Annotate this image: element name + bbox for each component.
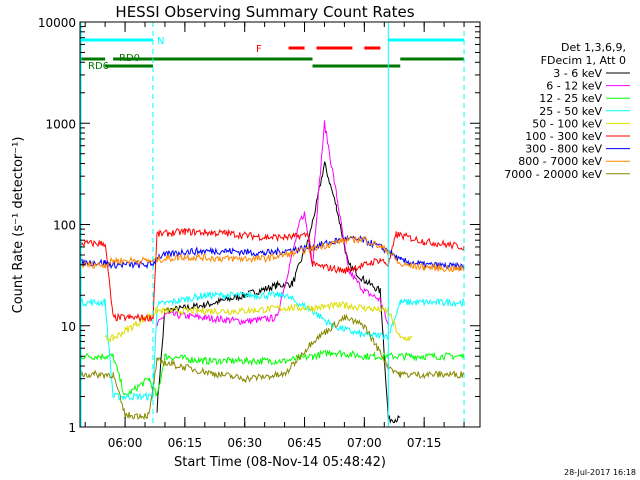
y-tick-label-2: 100 bbox=[53, 219, 76, 233]
legend-header-line2: FDecim 1, Att 0 bbox=[541, 54, 626, 67]
series-line-5 bbox=[79, 227, 465, 323]
y-axis-title: Count Rate (s⁻¹ detector⁻¹) bbox=[11, 137, 26, 314]
x-axis-title: Start Time (08-Nov-14 05:48:42) bbox=[174, 455, 386, 470]
legend-label-2: 12 - 25 keV bbox=[539, 92, 602, 105]
vertical-markers bbox=[80, 22, 465, 427]
legend-label-0: 3 - 6 keV bbox=[553, 67, 602, 80]
attenuator-label-rd0: RD0 bbox=[119, 53, 140, 64]
legend-label-6: 300 - 800 keV bbox=[525, 143, 602, 156]
legend-label-3: 25 - 50 keV bbox=[539, 105, 602, 118]
y-tick-label-1: 10 bbox=[61, 320, 76, 334]
legend-label-5: 100 - 300 keV bbox=[525, 130, 602, 143]
date-stamp: 28-Jul-2017 16:18 bbox=[564, 468, 636, 477]
series-line-1 bbox=[156, 120, 389, 327]
series-line-4 bbox=[104, 300, 413, 344]
chart-title: HESSI Observing Summary Count Rates bbox=[115, 3, 414, 21]
series-line-6 bbox=[79, 234, 465, 271]
x-axis: 06:00 06:15 06:30 06:45 07:00 07:15 bbox=[84, 22, 465, 450]
series-line-2 bbox=[79, 349, 465, 398]
legend-label-4: 50 - 100 keV bbox=[532, 117, 602, 130]
legend-header-line1: Det 1,3,6,9, bbox=[561, 41, 626, 54]
series-line-3 bbox=[79, 290, 465, 402]
plot-frame bbox=[79, 21, 481, 428]
x-tick-label-1: 06:15 bbox=[168, 436, 203, 450]
legend-label-8: 7000 - 20000 keV bbox=[504, 168, 602, 181]
x-tick-label-5: 07:15 bbox=[407, 436, 442, 450]
series-line-8 bbox=[79, 313, 465, 421]
y-tick-label-3: 1000 bbox=[45, 117, 76, 131]
legend-label-1: 6 - 12 keV bbox=[546, 80, 602, 93]
attenuator-label-rd6: RD6 bbox=[88, 61, 109, 72]
series-group bbox=[79, 120, 465, 424]
attenuator-annotations: N RD0 RD6 F bbox=[80, 36, 465, 72]
y-tick-label-4: 10000 bbox=[38, 16, 76, 30]
x-tick-label-2: 06:30 bbox=[227, 436, 262, 450]
series-line-0 bbox=[156, 161, 401, 424]
y-tick-label-0: 1 bbox=[68, 421, 76, 435]
x-tick-label-4: 07:00 bbox=[347, 436, 382, 450]
x-tick-label-3: 06:45 bbox=[287, 436, 322, 450]
attenuator-label-f: F bbox=[256, 44, 262, 55]
series-line-7 bbox=[79, 235, 465, 273]
x-tick-label-0: 06:00 bbox=[108, 436, 143, 450]
attenuator-label-n: N bbox=[157, 36, 164, 47]
y-axis: 1 10 100 1000 10000 bbox=[38, 16, 480, 435]
legend-label-7: 800 - 7000 keV bbox=[518, 155, 602, 168]
